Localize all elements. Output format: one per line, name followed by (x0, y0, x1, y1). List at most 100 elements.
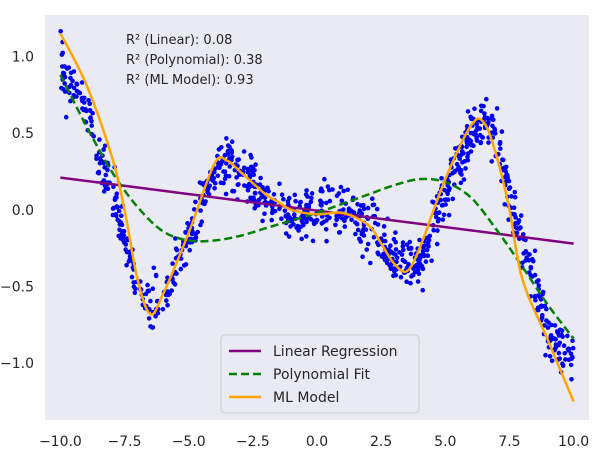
data-point (509, 194, 514, 199)
data-point (283, 213, 289, 219)
data-point (337, 230, 343, 235)
data-point (333, 222, 338, 228)
data-point (393, 247, 399, 252)
data-point (349, 217, 354, 223)
data-point (425, 253, 431, 258)
data-point (212, 186, 217, 191)
data-point (501, 157, 506, 163)
data-point (58, 29, 63, 34)
data-point (568, 351, 574, 357)
data-point (404, 242, 410, 248)
data-point (229, 148, 234, 153)
data-point (544, 318, 549, 323)
data-point (388, 266, 394, 272)
data-point (415, 262, 421, 268)
data-point (292, 212, 297, 218)
data-point (305, 194, 310, 199)
data-point (560, 363, 566, 369)
data-point (408, 280, 413, 286)
data-point (224, 161, 229, 166)
data-point (533, 297, 538, 303)
data-point (468, 130, 474, 136)
data-point (234, 175, 239, 180)
data-point (368, 260, 373, 266)
data-point (324, 218, 329, 223)
data-point (212, 181, 218, 186)
data-point (393, 230, 398, 235)
data-point (556, 350, 562, 356)
data-point (131, 284, 137, 290)
data-point (467, 140, 472, 146)
x-tick-label: 7.5 (498, 434, 520, 450)
data-point (532, 248, 538, 254)
data-point (123, 247, 128, 252)
y-tick-label: 1.0 (12, 49, 34, 65)
data-point (507, 185, 513, 190)
data-point (245, 166, 250, 172)
data-point (544, 306, 549, 312)
data-point (497, 140, 503, 145)
data-point (112, 197, 118, 203)
data-point (293, 198, 298, 204)
data-point (503, 168, 508, 174)
data-point (101, 147, 106, 152)
data-point (458, 180, 464, 186)
data-point (87, 101, 92, 107)
data-point (459, 149, 465, 154)
data-point (386, 247, 392, 252)
x-tick-label: 10.0 (558, 434, 589, 450)
data-point (119, 213, 124, 218)
legend: Linear Regression Polynomial Fit ML Mode… (220, 334, 420, 414)
data-point (539, 315, 545, 321)
data-point (68, 83, 74, 88)
data-point (283, 231, 289, 236)
data-point (151, 265, 157, 271)
data-point (322, 176, 327, 182)
data-point (114, 191, 120, 196)
data-point (562, 350, 568, 356)
data-point (345, 187, 351, 193)
data-point (252, 190, 258, 196)
data-point (381, 224, 387, 229)
x-tick-label: −2.5 (236, 434, 270, 450)
data-point (287, 195, 292, 201)
data-point (165, 302, 170, 308)
data-point (249, 168, 255, 173)
data-point (424, 235, 430, 241)
data-point (229, 139, 235, 144)
data-point (351, 210, 357, 215)
data-point (356, 210, 362, 216)
data-point (262, 211, 267, 216)
data-point (153, 272, 159, 278)
data-point (260, 194, 266, 199)
x-tick-label: −10.0 (39, 434, 82, 450)
data-point (249, 155, 254, 160)
data-point (518, 213, 524, 218)
data-point (189, 231, 195, 237)
data-point (181, 263, 187, 268)
fit-lines (59, 32, 575, 403)
x-tick-label: 2.5 (370, 434, 392, 450)
data-point (438, 197, 444, 203)
data-point (518, 225, 523, 230)
data-point (479, 103, 484, 109)
y-tick-label: 0.5 (12, 126, 34, 142)
data-point (416, 271, 422, 277)
data-point (560, 334, 565, 340)
data-point (304, 188, 309, 193)
data-point (244, 184, 250, 189)
data-point (101, 189, 107, 194)
data-point (459, 172, 464, 177)
data-point (408, 251, 414, 257)
data-point (490, 123, 495, 129)
data-point (249, 172, 255, 177)
data-point (231, 189, 237, 194)
data-point (281, 196, 286, 202)
data-point (269, 217, 275, 223)
data-point (310, 238, 316, 244)
data-point (292, 192, 298, 198)
data-point (393, 252, 398, 257)
data-point (435, 219, 441, 224)
data-point (88, 115, 93, 120)
data-point (221, 169, 226, 174)
